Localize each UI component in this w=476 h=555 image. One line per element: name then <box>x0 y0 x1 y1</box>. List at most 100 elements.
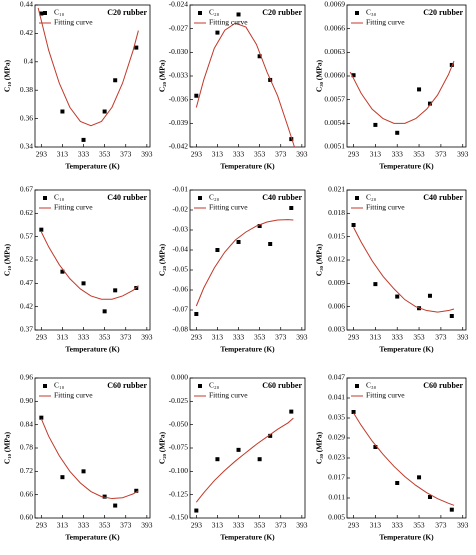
legend-label: C₂₀ <box>209 381 220 390</box>
y-axis-label: C₁₀ (MPa) <box>3 431 12 464</box>
legend-label: Fitting curve <box>366 18 405 27</box>
x-tick-label: 293 <box>348 333 360 342</box>
x-tick-label: 313 <box>370 521 382 530</box>
x-tick-label: 393 <box>457 150 469 159</box>
panel-title: C40 rubber <box>107 193 147 202</box>
data-point <box>236 447 241 452</box>
y-tick-label: 0.0069 <box>324 0 345 9</box>
y-tick-label: 0.0051 <box>324 142 345 151</box>
data-point <box>102 309 107 314</box>
legend-label: C₂₀ <box>209 8 220 17</box>
y-tick-label: -0.039 <box>169 118 189 127</box>
y-axis-label: C₁₀ (MPa) <box>3 59 12 92</box>
data-point <box>395 481 400 485</box>
data-point <box>373 122 378 127</box>
data-point <box>60 269 65 274</box>
legend-label: Fitting curve <box>209 203 248 212</box>
x-axis-label: Temperature (K) <box>65 345 120 354</box>
panel: 293 313 333 353 373 393 0.34 0.36 0.38 0.4 0.42 0.4… <box>3 0 153 171</box>
y-tick-label: 0.018 <box>328 208 345 217</box>
y-tick-label: -0.036 <box>169 94 189 103</box>
y-tick-label: 0.0066 <box>324 23 345 32</box>
y-tick-label: 0.47 <box>20 278 33 287</box>
x-tick-label: 313 <box>370 150 382 159</box>
x-tick-label: 393 <box>296 333 308 342</box>
y-tick-label: -0.150 <box>169 513 189 522</box>
plot-frame <box>34 4 151 148</box>
x-tick-label: 293 <box>36 333 48 342</box>
x-tick-label: 293 <box>191 521 203 530</box>
x-axis-label: Temperature (K) <box>65 162 120 171</box>
x-tick-label: 353 <box>99 150 111 159</box>
legend-label: Fitting curve <box>366 391 405 400</box>
legend-marker <box>198 196 202 200</box>
y-tick-label: 0.96 <box>20 373 33 382</box>
y-tick-label: 0.60 <box>20 513 33 522</box>
panel-title: C40 rubber <box>423 193 463 202</box>
y-tick-label: -0.08 <box>172 325 188 334</box>
data-point <box>236 240 241 244</box>
data-point <box>257 457 262 462</box>
x-tick-label: 373 <box>275 521 287 530</box>
fitting-curve <box>353 227 455 313</box>
fitting-curve <box>349 60 455 124</box>
y-tick-label: -0.025 <box>169 396 189 405</box>
y-tick-label: -0.100 <box>169 466 189 475</box>
y-tick-label: 0.017 <box>328 473 345 482</box>
y-tick-label: -0.04 <box>172 245 188 254</box>
panel: 293 313 333 353 373 393 0.37 0.42 0.47 0.52 0.57 0.… <box>3 185 153 354</box>
legend-marker <box>198 384 202 388</box>
data-point <box>351 410 356 414</box>
fitting-curve <box>195 417 294 503</box>
panel: 293 313 333 353 373 393 0.005 0.011 0.017 0.023 0.… <box>315 373 469 542</box>
data-point <box>113 78 118 83</box>
y-tick-label: -0.024 <box>169 0 189 9</box>
legend-marker <box>355 11 359 15</box>
y-tick-label: 0.42 <box>20 28 33 37</box>
y-axis-label: C₃₀ (MPa) <box>315 59 324 92</box>
legend-label: Fitting curve <box>54 18 93 27</box>
y-tick-label: 0.005 <box>328 513 345 522</box>
x-tick-label: 313 <box>57 521 69 530</box>
x-tick-label: 333 <box>392 150 404 159</box>
x-tick-label: 353 <box>413 333 425 342</box>
y-tick-label: 0.52 <box>20 255 33 264</box>
y-tick-label: 0.38 <box>20 85 33 94</box>
x-tick-label: 353 <box>254 521 266 530</box>
legend-label: C₁₀ <box>54 381 65 390</box>
panel: 293 313 333 353 373 393 -0.150 -0.125 -0.100 -0.0… <box>158 373 308 542</box>
y-tick-label: 0.66 <box>20 489 33 498</box>
y-tick-label: 0.72 <box>20 466 33 475</box>
y-tick-label: 0.42 <box>20 301 33 310</box>
x-tick-label: 293 <box>348 521 360 530</box>
data-point <box>373 282 378 287</box>
y-tick-label: -0.07 <box>172 305 188 314</box>
data-point <box>236 12 241 17</box>
x-tick-label: 393 <box>141 521 153 530</box>
data-point <box>60 109 65 114</box>
legend-marker <box>355 196 359 200</box>
y-tick-label: 0.36 <box>20 113 33 122</box>
y-tick-label: 0.57 <box>20 231 33 240</box>
x-axis-label: Temperature (K) <box>379 162 434 171</box>
data-point <box>351 73 356 78</box>
x-axis-label: Temperature (K) <box>379 345 434 354</box>
fitting-curve <box>195 219 294 307</box>
data-point <box>113 503 118 508</box>
data-point <box>417 475 422 480</box>
y-tick-label: 0.015 <box>328 231 345 240</box>
y-tick-label: 0.62 <box>20 208 33 217</box>
panel-title: C20 rubber <box>107 8 147 17</box>
y-axis-label: C₂₀ (MPa) <box>158 431 167 464</box>
data-point <box>102 109 107 114</box>
panel: 293 313 333 353 373 393 0.003 0.006 0.009 0.012 0.… <box>315 185 469 354</box>
x-axis-label: Temperature (K) <box>65 533 120 542</box>
legend-label: Fitting curve <box>209 18 248 27</box>
data-point <box>134 45 139 50</box>
x-tick-label: 333 <box>78 150 90 159</box>
data-point <box>257 54 262 59</box>
y-tick-label: 0.67 <box>20 185 33 194</box>
y-tick-label: -0.050 <box>169 419 189 428</box>
data-point <box>289 137 294 142</box>
